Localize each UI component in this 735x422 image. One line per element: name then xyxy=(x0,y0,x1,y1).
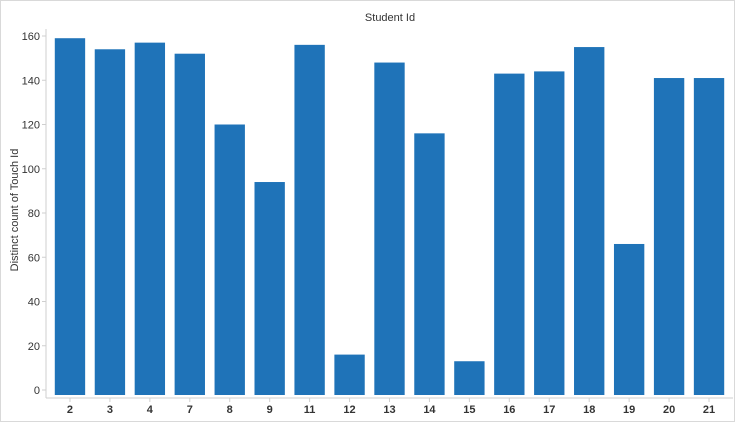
bars xyxy=(54,38,725,396)
x-tick-label: 14 xyxy=(423,404,436,416)
x-tick-label: 20 xyxy=(663,404,675,416)
bar-4[interactable] xyxy=(134,42,166,395)
x-tick-label: 8 xyxy=(227,404,233,416)
x-tick-label: 7 xyxy=(187,404,193,416)
bar-18[interactable] xyxy=(574,47,605,395)
y-tick-label: 100 xyxy=(22,164,40,176)
x-tick-label: 3 xyxy=(107,404,113,416)
bar-9[interactable] xyxy=(254,182,285,395)
bar-14[interactable] xyxy=(414,133,445,395)
y-tick-label: 80 xyxy=(28,208,40,220)
x-axis: 2 3 4 7 8 9 11 12 13 14 15 16 17 18 19 20 21 xyxy=(67,398,715,416)
y-tick-label: 0 xyxy=(34,385,40,397)
chart-title: Student Id xyxy=(365,12,415,24)
bar-19[interactable] xyxy=(613,243,645,395)
bar-15[interactable] xyxy=(454,361,485,395)
x-tick-label: 11 xyxy=(304,404,316,416)
bar-20[interactable] xyxy=(653,78,685,395)
x-tick-label: 13 xyxy=(383,404,395,416)
y-tick-label: 60 xyxy=(28,252,40,264)
x-tick-label: 16 xyxy=(503,404,515,416)
x-tick-label: 21 xyxy=(703,404,715,416)
bar-13[interactable] xyxy=(374,62,405,396)
bar-7[interactable] xyxy=(174,53,205,395)
bar-2[interactable] xyxy=(54,38,86,396)
bar-3[interactable] xyxy=(94,49,126,396)
y-tick-label: 20 xyxy=(28,341,40,353)
x-tick-label: 4 xyxy=(147,404,154,416)
bar-11[interactable] xyxy=(294,44,325,395)
y-tick-label: 160 xyxy=(22,31,40,43)
bar-16[interactable] xyxy=(494,73,525,396)
x-tick-label: 2 xyxy=(67,404,73,416)
x-tick-label: 9 xyxy=(267,404,273,416)
y-axis-title: Distinct count of Touch Id xyxy=(9,149,21,272)
x-tick-label: 18 xyxy=(583,404,595,416)
y-tick-label: 120 xyxy=(22,120,40,132)
bar-17[interactable] xyxy=(534,71,565,396)
bar-12[interactable] xyxy=(334,354,365,395)
bar-8[interactable] xyxy=(214,124,245,396)
y-axis: 0 20 40 60 80 100 120 140 160 xyxy=(22,31,46,397)
y-tick-label: 40 xyxy=(28,297,40,309)
x-tick-label: 12 xyxy=(343,404,355,416)
x-tick-label: 15 xyxy=(463,404,475,416)
x-tick-label: 17 xyxy=(543,404,555,416)
x-tick-label: 19 xyxy=(623,404,635,416)
y-tick-label: 140 xyxy=(22,75,40,87)
bar-21[interactable] xyxy=(693,78,725,395)
